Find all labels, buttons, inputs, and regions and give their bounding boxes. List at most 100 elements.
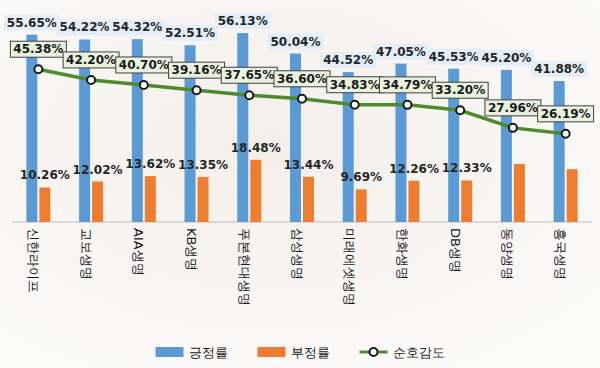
data-label: 44.52%	[323, 53, 373, 67]
data-label: 13.62%	[125, 157, 175, 171]
data-label-box	[320, 52, 376, 68]
data-label: 45.20%	[478, 50, 534, 66]
data-label: 12.33%	[442, 161, 492, 175]
x-tick-label: 신한라이프	[26, 228, 41, 293]
data-label-box	[215, 13, 271, 29]
data-label-box	[373, 44, 429, 60]
line-label: 45.38%	[10, 41, 66, 57]
data-label-box	[57, 19, 113, 35]
data-label-box	[4, 15, 60, 31]
data-label: 47.05%	[376, 45, 426, 59]
line-label-box	[116, 57, 172, 73]
line-marker	[87, 76, 95, 84]
data-label: 41.88%	[534, 62, 584, 76]
line-marker	[34, 65, 42, 73]
x-tick-label: 미래에셋생명	[342, 228, 357, 306]
bar	[39, 187, 50, 222]
data-label: 55.65%	[4, 15, 60, 31]
line-label-box	[274, 71, 330, 87]
bar	[343, 72, 354, 222]
data-label: 9.69%	[340, 170, 382, 184]
line-marker	[351, 101, 359, 109]
x-tick-label: KB생명	[184, 228, 199, 271]
line-marker	[140, 81, 148, 89]
legend-item: 긍정률	[156, 345, 228, 360]
line-label: 26.19%	[538, 106, 594, 122]
data-label: 12.26%	[389, 162, 439, 176]
line-marker	[193, 86, 201, 94]
line-label: 34.83%	[330, 78, 380, 92]
data-label-box	[426, 49, 482, 65]
line-label-box	[432, 82, 488, 98]
data-label: 18.48%	[231, 141, 281, 155]
data-label: 50.04%	[268, 34, 324, 50]
data-label: 12.02%	[73, 163, 123, 177]
line-marker	[509, 124, 517, 132]
line-label: 34.83%	[327, 77, 383, 93]
bar	[554, 81, 565, 222]
line-label: 40.70%	[119, 58, 169, 72]
data-label: 13.44%	[284, 158, 334, 172]
data-label: 45.20%	[481, 51, 531, 65]
data-label: 12.26%	[389, 162, 439, 176]
line-label: 27.96%	[485, 100, 541, 116]
line	[38, 69, 565, 134]
line-marker	[562, 130, 570, 138]
data-label: 45.53%	[426, 49, 482, 65]
bar	[408, 181, 419, 222]
bar	[250, 160, 261, 222]
x-tick-label: DB생명	[448, 228, 463, 273]
bar	[514, 164, 525, 222]
legend-label: 순호감도	[393, 345, 445, 360]
line-label-box	[485, 100, 541, 116]
data-label: 13.35%	[178, 158, 228, 172]
data-label: 54.22%	[57, 19, 113, 35]
data-label: 52.51%	[165, 26, 215, 40]
data-label: 54.32%	[112, 20, 162, 34]
line-label-box	[10, 41, 66, 57]
labels: 55.65%54.22%54.32%52.51%56.13%50.04%44.5…	[4, 13, 594, 184]
line-label: 33.20%	[432, 82, 488, 98]
legend: 긍정률 부정률 순호감도	[156, 345, 445, 360]
data-label-box	[162, 25, 218, 41]
line-label: 37.65%	[221, 67, 277, 83]
chart: 55.65%54.22%54.32%52.51%56.13%50.04%44.5…	[0, 0, 600, 368]
bar	[356, 189, 367, 222]
data-label: 12.02%	[73, 163, 123, 177]
data-label: 13.35%	[178, 158, 228, 172]
line-label-box	[169, 62, 225, 78]
data-label-box	[531, 61, 587, 77]
legend-swatch	[156, 347, 184, 357]
line-label: 39.16%	[172, 63, 222, 77]
data-label: 18.48%	[231, 141, 281, 155]
line-label-box	[221, 67, 277, 83]
line-marker	[456, 106, 464, 114]
x-tick-label: AIA생명	[131, 228, 146, 276]
bar	[26, 35, 37, 222]
legend-item: 부정률	[258, 345, 330, 360]
data-label-box	[109, 19, 165, 35]
marks	[26, 33, 577, 222]
line-label: 33.20%	[435, 83, 485, 97]
bar	[237, 33, 248, 222]
x-tick-label: 동양생명	[500, 228, 515, 280]
x-tick-label: 삼성생명	[290, 228, 305, 280]
data-label: 54.22%	[60, 20, 110, 34]
line-label: 42.20%	[66, 53, 116, 67]
line-label-box	[379, 77, 435, 93]
line-label-box	[538, 106, 594, 122]
data-label: 13.44%	[284, 158, 334, 172]
line-label: 34.79%	[379, 77, 435, 93]
line-marker	[245, 91, 253, 99]
data-label: 44.52%	[320, 52, 376, 68]
legend-swatch	[258, 347, 286, 357]
line-label: 26.19%	[541, 107, 591, 121]
bar	[567, 169, 578, 222]
bar	[303, 177, 314, 222]
legend-label: 긍정률	[189, 345, 228, 360]
line-label-box	[63, 52, 119, 68]
data-label: 55.65%	[7, 16, 57, 30]
data-label: 10.26%	[20, 168, 70, 182]
background	[0, 0, 600, 368]
data-label-box	[478, 50, 534, 66]
